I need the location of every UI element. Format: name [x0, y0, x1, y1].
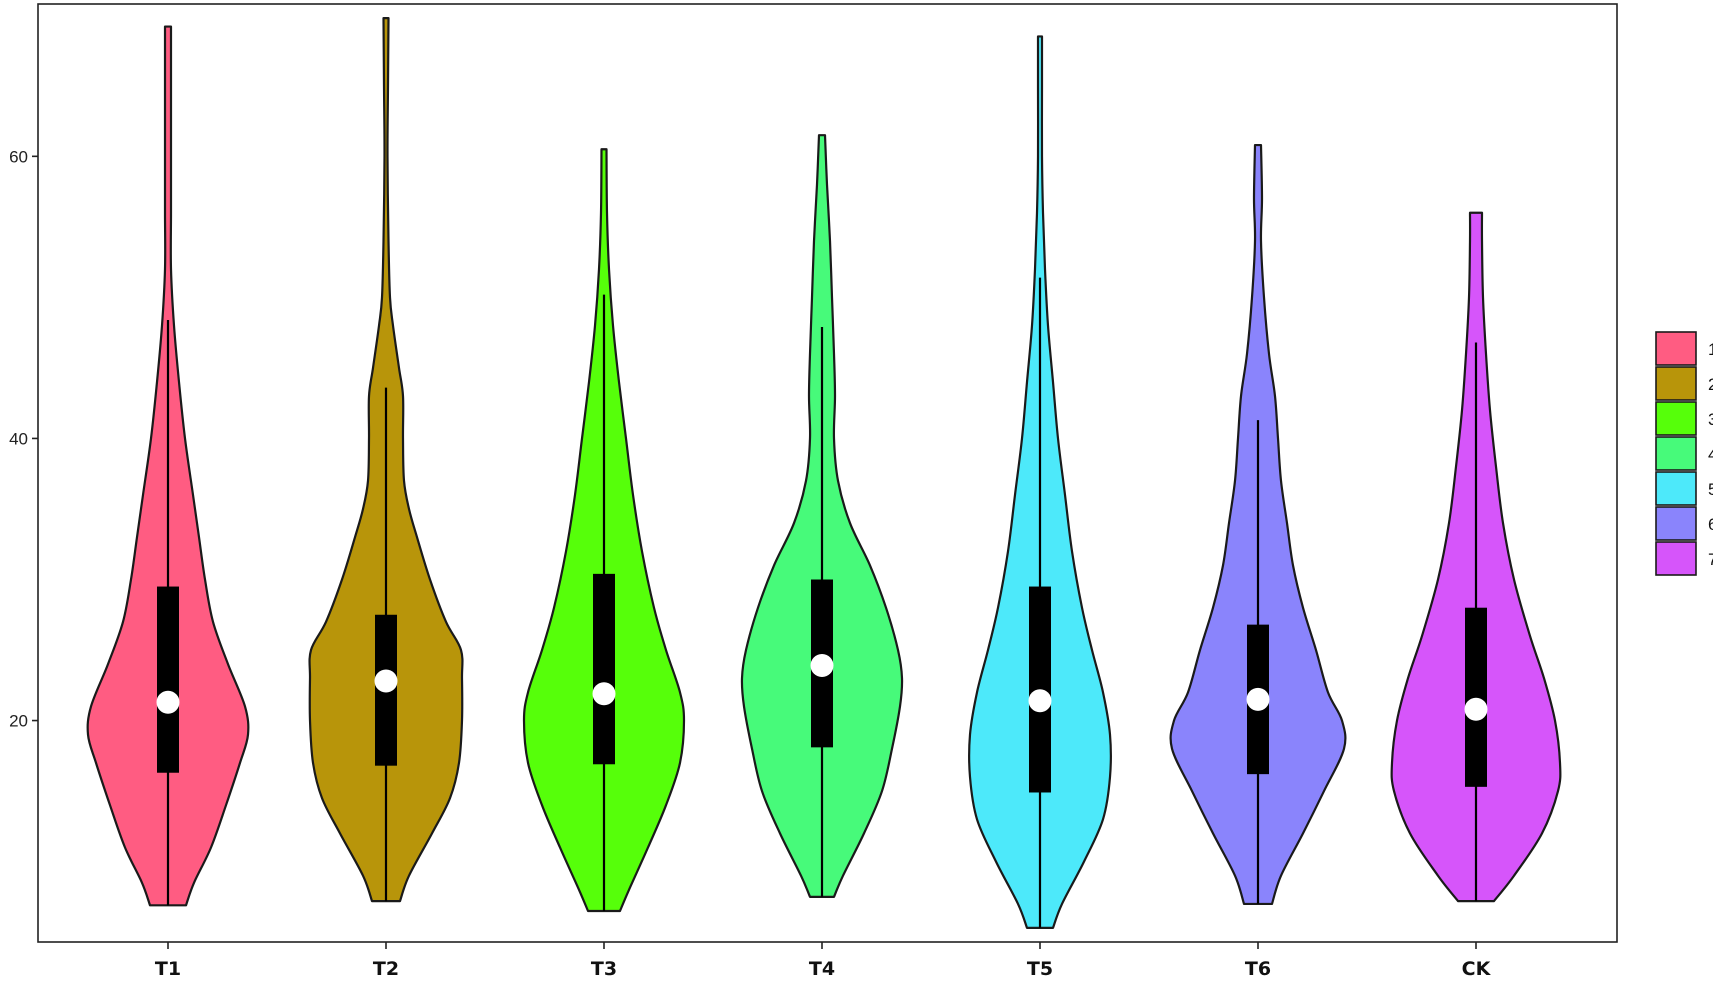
violin-t6: [1169, 143, 1347, 906]
violin-iqr-box: [1465, 607, 1487, 787]
violin-median-dot: [1246, 687, 1270, 711]
violin-median-dot: [374, 669, 398, 693]
violin-t5: [968, 35, 1112, 929]
legend-item-4: 4: [1655, 436, 1713, 471]
legend-label: 2: [1708, 375, 1713, 394]
y-tick-label: 40: [9, 429, 28, 448]
violin-ck: [1390, 211, 1562, 903]
legend-item-1: 1: [1655, 331, 1713, 366]
x-tick-label: T5: [1027, 958, 1053, 980]
x-axis: T1 T2 T3 T4 T5 T6 CK: [155, 942, 1492, 980]
legend-swatch: [1655, 366, 1697, 401]
violin-median-dot: [592, 682, 616, 706]
legend-item-6: 6: [1655, 506, 1713, 541]
violin-t4: [740, 134, 904, 898]
y-tick-label: 20: [9, 712, 28, 731]
legend-swatch: [1655, 541, 1697, 576]
x-tick-label: T3: [591, 958, 617, 980]
legend-swatch: [1655, 401, 1697, 436]
legend-label: 7: [1708, 550, 1713, 569]
plot-border: [37, 3, 1618, 943]
legend-label: 6: [1708, 515, 1713, 534]
violin-iqr-box: [593, 573, 615, 765]
x-tick-label: T4: [809, 958, 835, 980]
legend-item-2: 2: [1655, 366, 1713, 401]
legend-item-3: 3: [1655, 401, 1713, 436]
legend-label: 3: [1708, 410, 1713, 429]
x-tick-label: T6: [1245, 958, 1271, 980]
violin-t2: [308, 17, 464, 903]
violin-median-dot: [1464, 697, 1488, 721]
x-tick-label: T1: [155, 958, 181, 980]
violin-iqr-box: [157, 586, 179, 773]
x-tick-label: CK: [1462, 958, 1492, 980]
legend-swatch: [1655, 471, 1697, 506]
violin-median-dot: [1028, 689, 1052, 713]
violin-t3: [522, 148, 686, 913]
legend: 1 2 3 4 5 6 7: [1655, 331, 1713, 576]
violin-median-dot: [810, 654, 834, 678]
legend-item-7: 7: [1655, 541, 1713, 576]
legend-item-5: 5: [1655, 471, 1713, 506]
x-tick-label: T2: [373, 958, 399, 980]
violin-median-dot: [156, 690, 180, 714]
legend-label: 5: [1708, 480, 1713, 499]
legend-swatch: [1655, 506, 1697, 541]
legend-label: 4: [1708, 445, 1713, 464]
y-tick-label: 60: [9, 147, 28, 166]
legend-label: 1: [1708, 340, 1713, 359]
y-axis: 20 40 60: [9, 147, 38, 731]
violin-t1: [86, 25, 250, 907]
violins-group: [86, 17, 1562, 929]
legend-swatch: [1655, 331, 1697, 366]
legend-swatch: [1655, 436, 1697, 471]
